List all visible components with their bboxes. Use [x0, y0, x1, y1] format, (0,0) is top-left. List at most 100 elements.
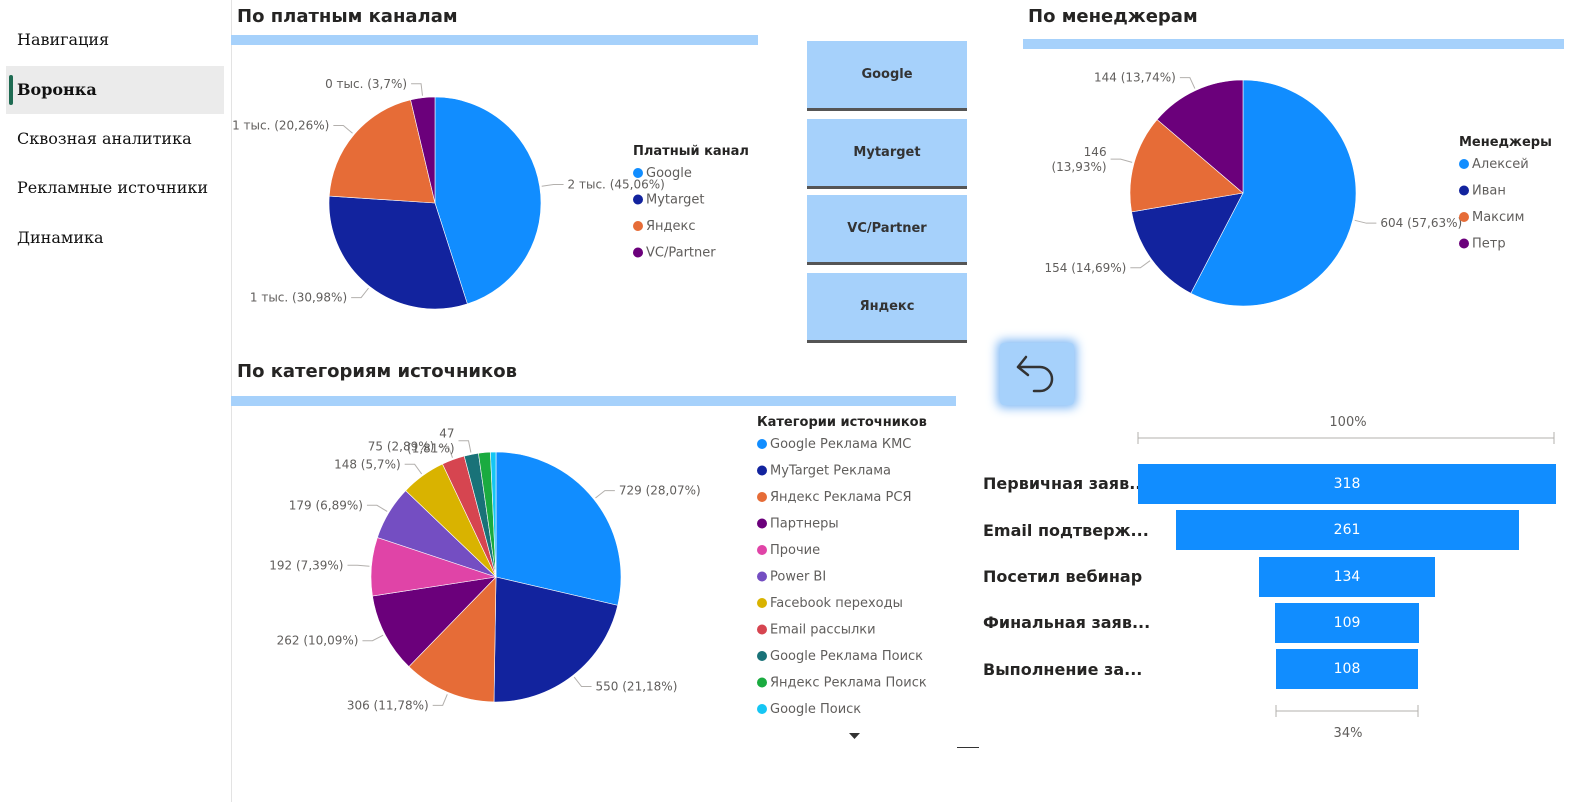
data-label: 47 (1,81%) — [407, 427, 454, 456]
paid-channels-title: По платным каналам — [237, 6, 458, 27]
legend-title: Платный канал — [633, 144, 749, 159]
pie-slice[interactable] — [434, 96, 542, 305]
managers-title: По менеджерам — [1028, 6, 1198, 27]
legend-item[interactable]: Email рассылки — [770, 623, 876, 638]
legend-item[interactable]: Google Реклама Поиск — [770, 649, 923, 664]
canvas-divider — [957, 747, 979, 748]
nav-item-navigation[interactable]: Навигация — [17, 30, 110, 49]
undo-arrow-icon — [1016, 355, 1054, 393]
funnel-bar[interactable]: 134 — [1258, 557, 1435, 597]
pie-slice[interactable] — [1190, 79, 1357, 307]
pie-slice[interactable] — [493, 576, 619, 703]
pie-slice[interactable] — [372, 576, 497, 668]
paid-channels-title-bar — [231, 35, 758, 45]
pie-slice[interactable] — [1129, 119, 1244, 213]
data-label: 1 тыс. (30,98%) — [250, 291, 347, 305]
managers-pie-chart[interactable]: 604 (57,63%) 154 (14,69%) 146 (13,93%) 144 (… — [1023, 56, 1583, 336]
data-label: 306 (11,78%) — [347, 698, 429, 712]
funnel-top-bracket — [1137, 432, 1555, 444]
funnel-stage-label: Email подтверж... — [983, 521, 1149, 540]
legend-marker — [757, 571, 767, 582]
data-label: 179 (6,89%) — [289, 498, 363, 512]
pie-slice[interactable] — [410, 96, 436, 204]
legend-item[interactable]: Яндекс Реклама РСЯ — [770, 490, 911, 505]
legend-marker — [1459, 159, 1469, 169]
legend-item[interactable]: Петр — [1472, 237, 1506, 252]
funnel-bottom-bracket — [1275, 705, 1419, 717]
funnel-stage-label: Посетил вебинар — [983, 567, 1143, 586]
funnel-bottom-percent: 34% — [1333, 726, 1363, 741]
legend-item[interactable]: Google Поиск — [770, 702, 861, 717]
legend-marker — [757, 492, 767, 502]
slicer-button-google[interactable]: Google — [807, 41, 967, 111]
legend-marker — [757, 465, 767, 476]
source-categories-title: По категориям источников — [237, 361, 517, 382]
legend-item[interactable]: Максим — [1472, 210, 1524, 225]
legend-title: Менеджеры — [1459, 135, 1552, 150]
legend-marker — [633, 168, 643, 178]
nav-item-dynamics[interactable]: Динамика — [17, 228, 104, 247]
funnel-bar[interactable]: 109 — [1275, 603, 1419, 643]
nav-item-funnel[interactable]: Воронка — [6, 66, 224, 114]
pie-slice[interactable] — [1156, 79, 1244, 194]
legend-marker — [1459, 238, 1469, 249]
legend-marker — [757, 598, 767, 608]
slicer-button-yandex[interactable]: Яндекс — [807, 273, 967, 343]
legend-item[interactable]: Яндекс Реклама Поиск — [770, 676, 927, 691]
legend-marker — [633, 194, 643, 205]
legend-marker — [1459, 185, 1469, 196]
pie-slice[interactable] — [328, 195, 468, 310]
pie-slice[interactable] — [328, 99, 436, 204]
legend-item[interactable]: Power BI — [770, 570, 826, 585]
legend-item[interactable]: Mytarget — [646, 193, 704, 208]
pie-slice[interactable] — [408, 576, 497, 703]
pie-slice[interactable] — [1131, 192, 1244, 294]
legend-marker — [757, 545, 767, 555]
data-label: 2 тыс. (45,06%) — [568, 177, 665, 191]
nav-item-end-to-end-analytics[interactable]: Сквозная аналитика — [17, 129, 192, 148]
legend-marker — [757, 677, 767, 688]
legend-scroll-down-icon[interactable] — [848, 731, 862, 741]
funnel-bar[interactable]: 318 — [1138, 464, 1556, 504]
funnel-top-percent: 100% — [1329, 415, 1367, 430]
legend-marker — [633, 221, 643, 231]
legend-title: Категории источников — [757, 415, 927, 430]
legend-item[interactable]: Прочие — [770, 543, 820, 558]
back-button[interactable] — [1000, 343, 1074, 405]
legend-item[interactable]: Партнеры — [770, 517, 839, 532]
legend-marker — [757, 624, 767, 635]
source-categories-pie-chart[interactable]: 729 (28,07%) 550 (21,18%) 306 (11,78%) 262 … — [231, 408, 971, 748]
legend-item[interactable]: Алексей — [1472, 157, 1529, 172]
slicer-button-vc-partner[interactable]: VC/Partner — [807, 195, 967, 265]
paid-channels-pie-chart[interactable]: 2 тыс. (45,06%) 1 тыс. (30,98%) 1 тыс. (20… — [231, 48, 781, 348]
funnel-bar[interactable]: 108 — [1276, 649, 1418, 689]
data-label: 550 (21,18%) — [596, 680, 678, 694]
data-label: 192 (7,39%) — [269, 558, 343, 572]
funnel-stage-label: Финальная заяв... — [983, 613, 1151, 632]
data-label: 1 тыс. (20,26%) — [232, 119, 329, 133]
legend-marker — [757, 439, 767, 449]
data-label: 148 (5,7%) — [334, 457, 401, 471]
legend-marker — [633, 247, 643, 258]
data-label: 604 (57,63%) — [1380, 216, 1462, 230]
managers-title-bar — [1023, 39, 1564, 49]
data-label: 154 (14,69%) — [1044, 261, 1126, 275]
legend-item[interactable]: Google — [646, 166, 692, 181]
legend-item[interactable]: MyTarget Реклама — [770, 464, 891, 479]
nav-item-ad-sources[interactable]: Рекламные источники — [17, 178, 209, 197]
legend-marker — [1459, 212, 1469, 222]
pie-slice[interactable] — [495, 451, 622, 606]
data-label: 75 (2,89%) — [368, 439, 435, 453]
pie-slice[interactable] — [490, 451, 497, 578]
legend-item[interactable]: VC/Partner — [646, 246, 716, 261]
legend-item[interactable]: Google Реклама КМС — [770, 437, 911, 452]
data-label: 729 (28,07%) — [619, 484, 701, 498]
data-label: 0 тыс. (3,7%) — [325, 77, 407, 91]
legend-item[interactable]: Иван — [1472, 184, 1506, 199]
funnel-bar[interactable]: 261 — [1175, 510, 1519, 550]
slicer-button-mytarget[interactable]: Mytarget — [807, 119, 967, 189]
legend-item[interactable]: Facebook переходы — [770, 596, 903, 611]
legend-item[interactable]: Яндекс — [646, 219, 696, 234]
funnel-stage-label: Первичная заяв... — [983, 474, 1148, 493]
legend-marker — [757, 651, 767, 661]
